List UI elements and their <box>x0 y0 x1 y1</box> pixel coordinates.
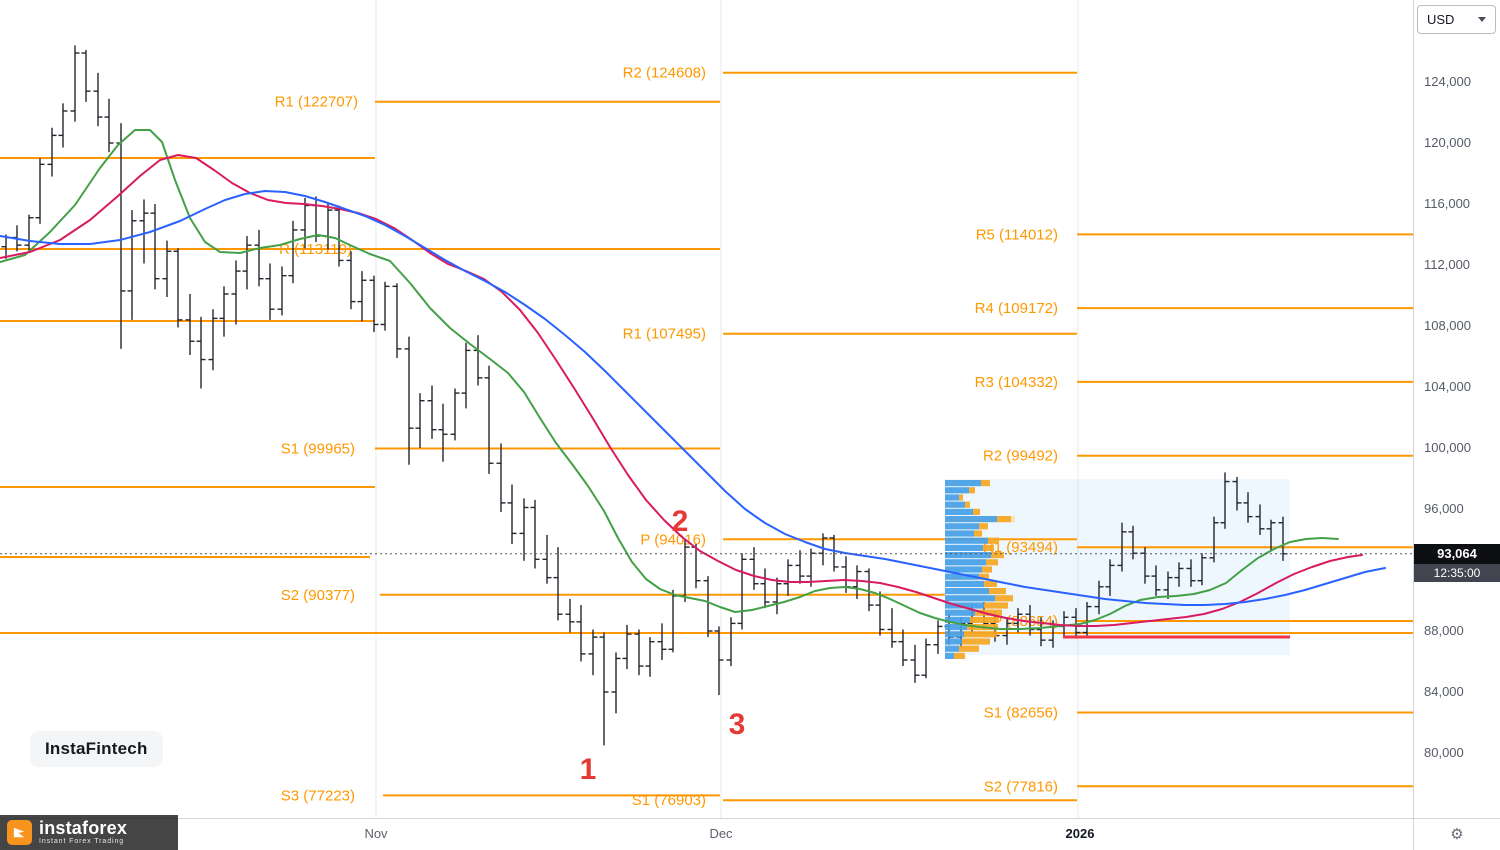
price-tick: 104,000 <box>1424 379 1471 394</box>
svg-text:S1 (82656): S1 (82656) <box>984 704 1058 721</box>
current-price-badge: 93,064 <box>1414 543 1500 564</box>
svg-text:S2 (77816): S2 (77816) <box>984 778 1058 795</box>
candle-countdown: 12:35:00 <box>1414 563 1500 582</box>
price-tick: 88,000 <box>1424 623 1464 638</box>
time-tick: Dec <box>709 826 733 841</box>
price-tick: 112,000 <box>1424 257 1471 272</box>
axis-settings-corner[interactable]: ⚙ <box>1413 818 1500 850</box>
price-tick: 84,000 <box>1424 684 1464 699</box>
price-tick: 108,000 <box>1424 318 1471 333</box>
price-axis[interactable]: USD 124,000 120,000 116,000 112,000 108,000 1… <box>1413 0 1500 818</box>
logo-tagline: Instant Forex Trading <box>39 838 125 845</box>
currency-selector[interactable]: USD <box>1417 5 1496 34</box>
price-tick: 80,000 <box>1424 745 1464 760</box>
svg-text:R1 (122707): R1 (122707) <box>275 94 358 111</box>
svg-text:R4 (109172): R4 (109172) <box>975 300 1058 317</box>
svg-text:R1 (107495): R1 (107495) <box>623 326 706 343</box>
svg-text:R2 (99492): R2 (99492) <box>983 448 1058 465</box>
svg-text:S3 (77223): S3 (77223) <box>281 787 355 804</box>
price-tick: 120,000 <box>1424 135 1471 150</box>
gear-icon[interactable]: ⚙ <box>1450 826 1464 843</box>
watermark: InstaFintech <box>30 731 163 767</box>
time-tick: Nov <box>364 826 388 841</box>
price-tick: 124,000 <box>1424 74 1471 89</box>
price-tick: 100,000 <box>1424 440 1471 455</box>
currency-label: USD <box>1427 12 1455 27</box>
svg-text:2: 2 <box>672 505 689 538</box>
svg-text:3: 3 <box>729 708 746 741</box>
price-tick: 116,000 <box>1424 196 1471 211</box>
svg-text:R (113119): R (113119) <box>279 241 352 258</box>
svg-text:S2 (90377): S2 (90377) <box>281 587 355 604</box>
time-axis[interactable]: Nov Dec 2026 <box>0 818 1413 850</box>
svg-text:S1 (76903): S1 (76903) <box>632 792 706 809</box>
instaforex-logo: instaforex Instant Forex Trading <box>0 815 178 850</box>
chevron-down-icon <box>1478 17 1486 22</box>
time-tick: 2026 <box>1065 826 1095 841</box>
svg-text:R2 (124608): R2 (124608) <box>623 65 706 82</box>
svg-text:1: 1 <box>580 753 597 786</box>
logo-text: instaforex <box>39 818 128 838</box>
price-chart[interactable]: R1 (122707) R (113119) S1 (99965) S2 (90377… <box>0 0 1413 818</box>
price-tick: 96,000 <box>1424 501 1464 516</box>
chart-canvas[interactable]: R1 (122707) R (113119) S1 (99965) S2 (90377… <box>0 0 1413 818</box>
svg-text:R5 (114012): R5 (114012) <box>976 226 1058 243</box>
svg-text:R3 (104332): R3 (104332) <box>975 374 1058 391</box>
svg-text:S1 (99965): S1 (99965) <box>281 441 355 458</box>
instaforex-logo-icon <box>7 820 32 845</box>
svg-text:R1 (93494): R1 (93494) <box>983 539 1058 556</box>
